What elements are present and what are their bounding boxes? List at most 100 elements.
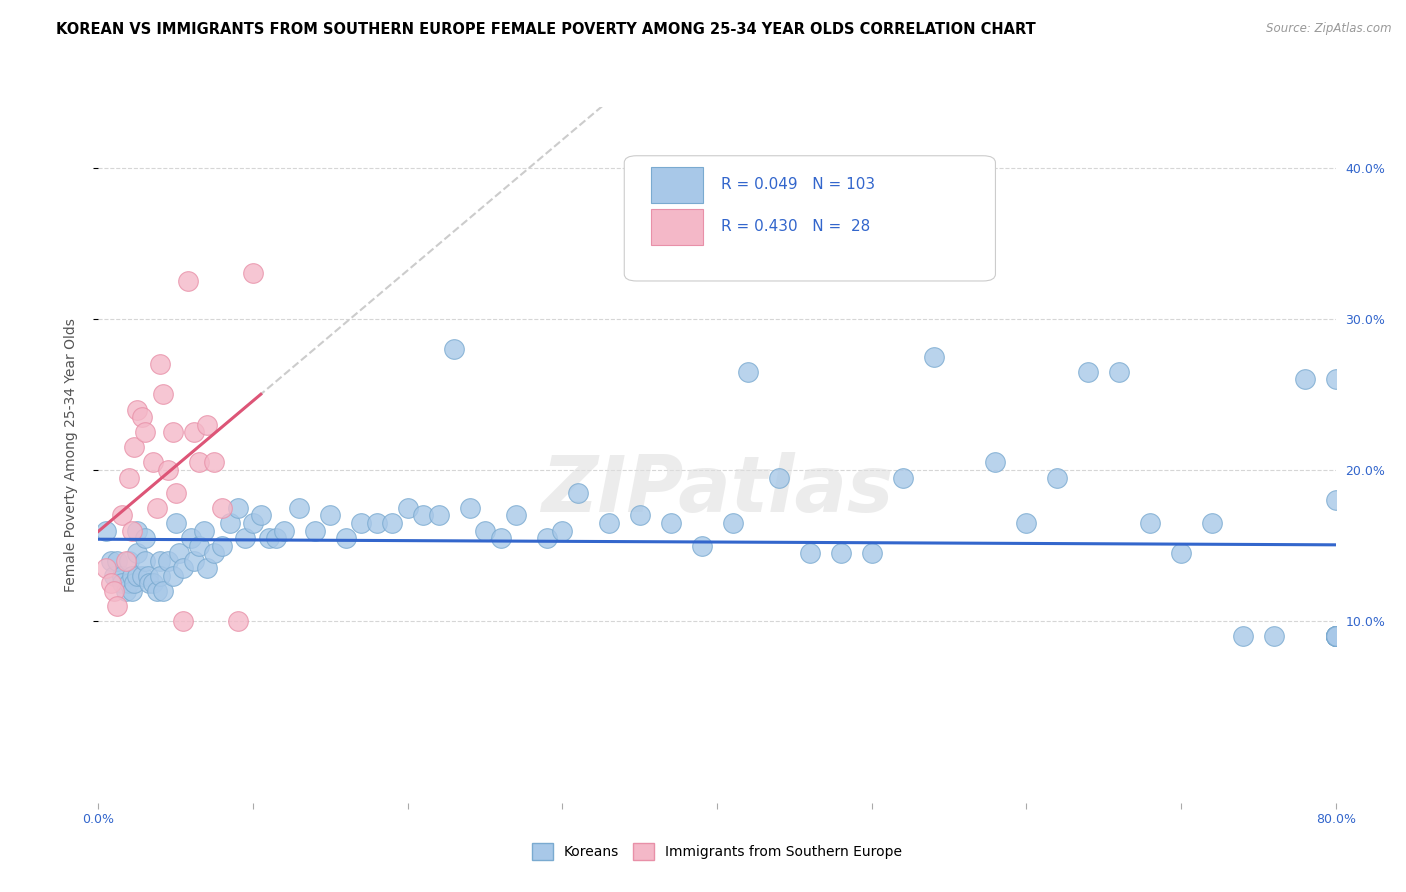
Point: [96, 524, 118, 538]
Point: [131, 410, 153, 425]
Point: [396, 500, 419, 515]
Point: [127, 569, 149, 583]
Point: [193, 524, 215, 538]
Point: [180, 531, 202, 545]
Point: [131, 569, 153, 583]
Point: [162, 425, 184, 440]
Point: [204, 455, 226, 469]
Point: [118, 576, 141, 591]
Y-axis label: Female Poverty Among 25-34 Year Olds: Female Poverty Among 25-34 Year Olds: [63, 318, 77, 592]
Point: [891, 470, 914, 484]
Point: [1324, 629, 1347, 643]
Point: [127, 546, 149, 560]
Point: [412, 508, 434, 523]
Point: [1201, 516, 1223, 530]
Point: [250, 508, 273, 523]
Point: [1324, 629, 1347, 643]
Point: [458, 500, 481, 515]
Point: [173, 615, 195, 629]
Legend: Koreans, Immigrants from Southern Europe: Koreans, Immigrants from Southern Europe: [526, 838, 908, 865]
Point: [443, 342, 465, 356]
Point: [121, 584, 143, 599]
Point: [1324, 629, 1347, 643]
Point: [273, 524, 295, 538]
Point: [690, 539, 713, 553]
Point: [165, 485, 187, 500]
Point: [211, 500, 233, 515]
Text: R = 0.430   N =  28: R = 0.430 N = 28: [721, 219, 870, 235]
Point: [142, 455, 165, 469]
Point: [195, 561, 218, 575]
Point: [115, 554, 138, 568]
Point: [860, 546, 883, 560]
Point: [922, 350, 945, 364]
Point: [226, 500, 249, 515]
Point: [1139, 516, 1161, 530]
Point: [1324, 629, 1347, 643]
Point: [551, 524, 574, 538]
Point: [1324, 629, 1347, 643]
Point: [149, 554, 172, 568]
Text: ZIPatlas: ZIPatlas: [541, 451, 893, 528]
Point: [121, 524, 143, 538]
Text: KOREAN VS IMMIGRANTS FROM SOUTHERN EUROPE FEMALE POVERTY AMONG 25-34 YEAR OLDS C: KOREAN VS IMMIGRANTS FROM SOUTHERN EUROP…: [56, 22, 1036, 37]
Point: [183, 425, 205, 440]
Point: [118, 470, 141, 484]
Point: [1170, 546, 1192, 560]
Point: [105, 554, 128, 568]
Point: [195, 417, 218, 432]
Point: [152, 584, 174, 599]
FancyBboxPatch shape: [624, 156, 995, 281]
Point: [1324, 629, 1347, 643]
Point: [142, 576, 165, 591]
Point: [335, 531, 357, 545]
Point: [242, 516, 264, 530]
Point: [628, 508, 651, 523]
Point: [1324, 629, 1347, 643]
Point: [427, 508, 450, 523]
Point: [1015, 516, 1038, 530]
Point: [1324, 629, 1347, 643]
Point: [173, 561, 195, 575]
Point: [288, 500, 311, 515]
Point: [257, 531, 280, 545]
Point: [183, 554, 205, 568]
Point: [152, 387, 174, 401]
Point: [953, 228, 976, 243]
Point: [136, 569, 159, 583]
Point: [366, 516, 388, 530]
Point: [204, 546, 226, 560]
Text: R = 0.049   N = 103: R = 0.049 N = 103: [721, 178, 875, 193]
Point: [96, 561, 118, 575]
Point: [111, 569, 134, 583]
Point: [122, 441, 145, 455]
Point: [115, 584, 138, 599]
FancyBboxPatch shape: [651, 167, 703, 203]
Point: [266, 531, 288, 545]
Point: [737, 365, 759, 379]
FancyBboxPatch shape: [651, 209, 703, 244]
Point: [1324, 629, 1347, 643]
Point: [134, 531, 156, 545]
Point: [105, 599, 128, 614]
Point: [830, 546, 852, 560]
Point: [474, 524, 496, 538]
Point: [489, 531, 512, 545]
Point: [111, 508, 134, 523]
Point: [122, 576, 145, 591]
Point: [121, 569, 143, 583]
Point: [984, 455, 1007, 469]
Point: [381, 516, 404, 530]
Point: [536, 531, 558, 545]
Point: [127, 402, 149, 417]
Point: [157, 554, 180, 568]
Point: [134, 425, 156, 440]
Point: [226, 615, 249, 629]
Point: [1232, 629, 1254, 643]
Point: [149, 357, 172, 371]
Point: [1324, 629, 1347, 643]
Point: [768, 470, 790, 484]
Point: [211, 539, 233, 553]
Point: [659, 516, 682, 530]
Point: [598, 516, 620, 530]
